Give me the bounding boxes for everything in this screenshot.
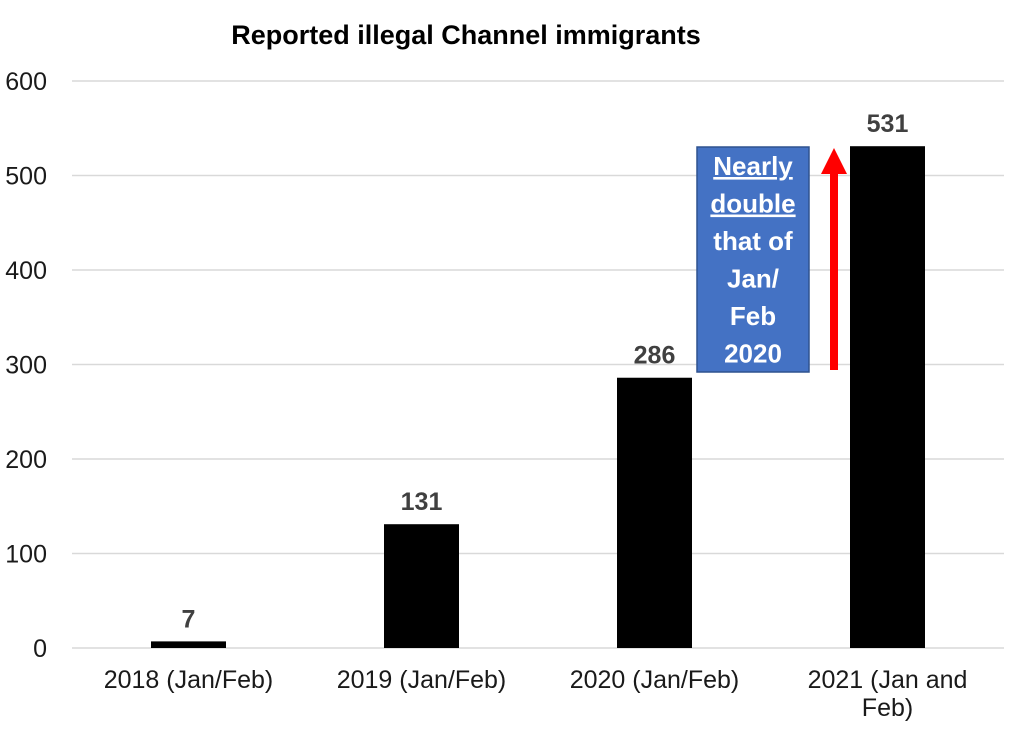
x-tick-label: 2018 (Jan/Feb) xyxy=(104,666,274,694)
annotation-line: double xyxy=(710,189,795,219)
y-tick-label: 0 xyxy=(33,635,47,663)
data-label: 7 xyxy=(182,605,196,633)
annotation-line: Jan/ xyxy=(727,264,779,294)
annotation-line: 2020 xyxy=(724,339,782,369)
x-tick-label: 2020 (Jan/Feb) xyxy=(570,666,740,694)
data-label: 531 xyxy=(867,110,909,138)
arrow-head xyxy=(821,148,847,174)
y-tick-label: 100 xyxy=(5,541,47,569)
data-labels: 7 131 286 531 xyxy=(182,110,909,633)
y-tick-label: 300 xyxy=(5,352,47,380)
annotation-line: Feb xyxy=(730,301,776,331)
annotation-line: that of xyxy=(713,226,793,256)
y-tick-label: 200 xyxy=(5,446,47,474)
data-label: 286 xyxy=(634,342,676,370)
chart-title: Reported illegal Channel immigrants xyxy=(231,20,701,50)
x-tick-label: 2021 (Jan and Feb) xyxy=(808,666,968,722)
bar xyxy=(384,524,459,648)
y-axis-ticks: 0 100 200 300 400 500 600 xyxy=(5,68,47,663)
y-tick-label: 400 xyxy=(5,257,47,285)
y-tick-label: 600 xyxy=(5,68,47,96)
y-tick-label: 500 xyxy=(5,163,47,191)
data-label: 131 xyxy=(401,488,443,516)
gridlines xyxy=(72,80,1004,649)
x-tick-label: 2019 (Jan/Feb) xyxy=(337,666,507,694)
bar xyxy=(850,146,925,648)
bars xyxy=(151,146,925,648)
annotation-box xyxy=(696,146,810,373)
annotation: Nearly double that of Jan/Feb 2020 xyxy=(696,146,847,373)
annotation-line: Nearly xyxy=(713,151,793,181)
bar xyxy=(617,377,692,648)
bar xyxy=(151,641,226,648)
x-axis-ticks: 2018 (Jan/Feb) 2019 (Jan/Feb) 2020 (Jan/Fe… xyxy=(104,666,968,722)
